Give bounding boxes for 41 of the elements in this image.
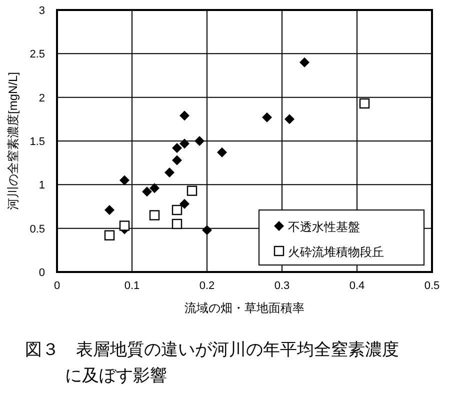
point xyxy=(172,204,182,216)
y-tick-label: 2.5 xyxy=(30,48,45,61)
x-tick-label: 0.3 xyxy=(274,280,290,292)
point xyxy=(172,155,182,166)
x-tick-label: 0.2 xyxy=(199,280,215,292)
point xyxy=(180,198,190,209)
y-tick-label: 2 xyxy=(38,92,45,104)
point xyxy=(217,147,227,158)
y-tick-label: 1.5 xyxy=(30,136,45,148)
point xyxy=(104,230,115,240)
point xyxy=(149,210,160,220)
point xyxy=(120,175,130,186)
point xyxy=(172,218,182,230)
point xyxy=(262,112,272,122)
x-tick-label: 0.5 xyxy=(424,280,440,292)
point xyxy=(119,220,130,231)
point xyxy=(150,183,160,194)
point xyxy=(202,225,212,236)
y-tick-label: 0.5 xyxy=(30,223,45,236)
point xyxy=(300,57,310,68)
point xyxy=(359,98,370,109)
y-tick-label: 3 xyxy=(38,5,45,17)
x-axis-title: 流域の畑・草地面積率 xyxy=(184,301,304,315)
point xyxy=(186,186,198,196)
x-tick-label: 0.1 xyxy=(124,280,140,292)
y-axis-title: 河川の全窒素濃度[mgN/L] xyxy=(6,72,20,210)
legend-label: 火砕流堆積物段丘 xyxy=(288,245,384,259)
point xyxy=(180,138,190,149)
point xyxy=(104,204,114,215)
point xyxy=(180,110,190,121)
point xyxy=(172,142,182,153)
point xyxy=(194,136,204,146)
point xyxy=(142,186,152,197)
caption: 図３ 表層地質の違いが河川の年平均全窒素濃度に及ぼす影響 xyxy=(25,340,399,386)
point xyxy=(164,167,174,178)
x-tick-label: 0 xyxy=(54,280,60,292)
x-tick-label: 0.4 xyxy=(349,280,365,292)
legend-label: 不透水性基盤 xyxy=(288,220,360,234)
point xyxy=(284,114,294,124)
y-tick-label: 1 xyxy=(38,180,45,192)
y-tick-label: 0 xyxy=(38,267,45,279)
